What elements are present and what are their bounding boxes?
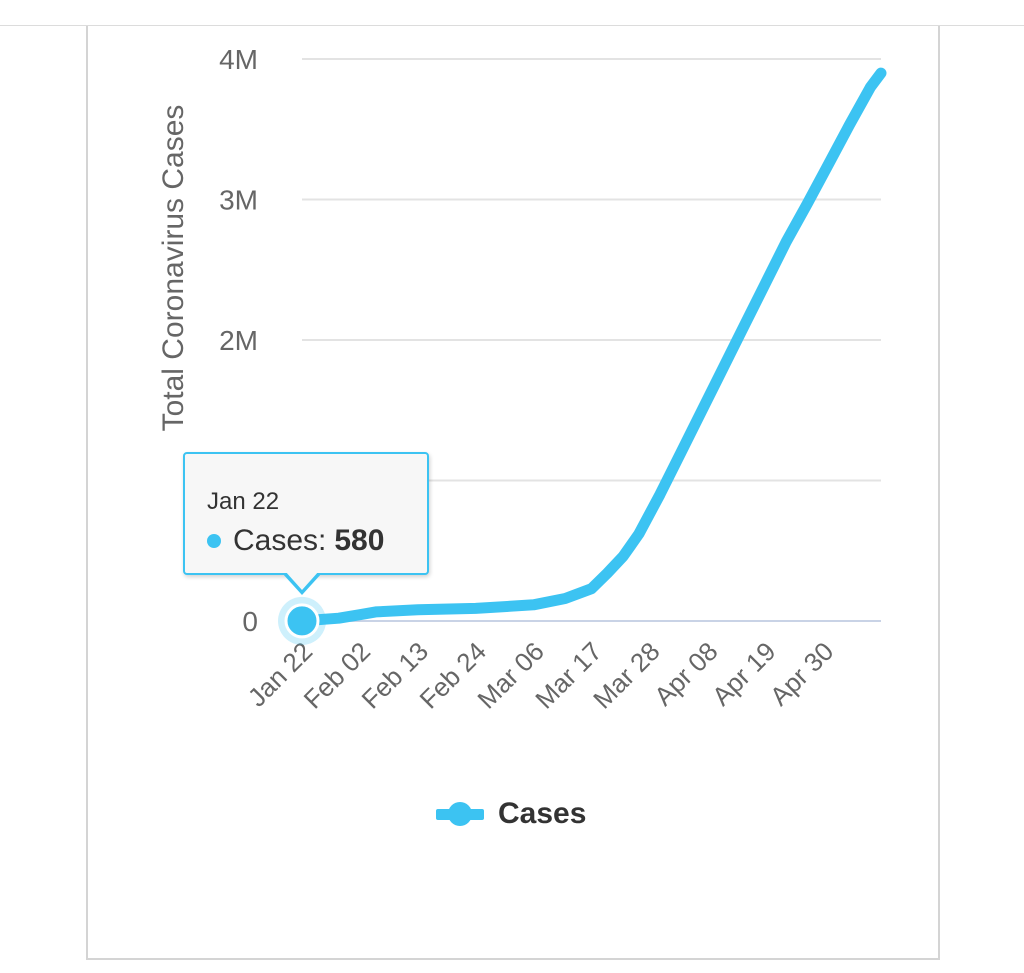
tooltip-date: Jan 22 bbox=[207, 488, 280, 515]
tooltip-arrow-fill bbox=[285, 571, 319, 590]
x-tick-label: Apr 08 bbox=[648, 636, 723, 711]
y-tick-label: 2M bbox=[219, 325, 258, 356]
legend-label-cases: Cases bbox=[498, 797, 587, 830]
x-tick-label: Apr 19 bbox=[706, 636, 781, 711]
legend[interactable]: Cases bbox=[436, 796, 586, 832]
y-tick-label: 3M bbox=[219, 185, 258, 216]
data-point-jan-22[interactable] bbox=[284, 603, 320, 639]
tooltip-series-dot bbox=[207, 534, 221, 548]
legend-line-icon bbox=[436, 802, 484, 826]
tooltip: Jan 22 Cases: 580 bbox=[183, 452, 429, 575]
y-tick-label: 0 bbox=[242, 606, 258, 637]
x-tick-label: Mar 28 bbox=[587, 636, 665, 714]
tooltip-row: Cases: 580 bbox=[207, 524, 384, 558]
x-tick-label: Apr 30 bbox=[764, 636, 839, 711]
series-line-cases[interactable] bbox=[296, 67, 887, 627]
tooltip-series-label: Cases: bbox=[233, 524, 327, 557]
y-tick-label: 4M bbox=[219, 44, 258, 75]
top-divider bbox=[0, 25, 1024, 26]
tooltip-value: 580 bbox=[334, 524, 385, 557]
y-axis-label: Total Coronavirus Cases bbox=[157, 105, 190, 432]
